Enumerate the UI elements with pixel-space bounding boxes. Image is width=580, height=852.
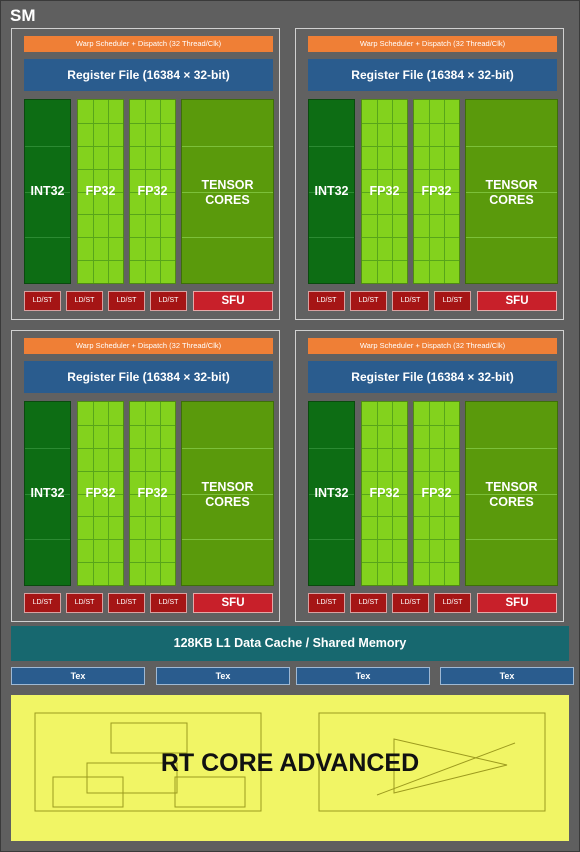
ldst-unit: LD/ST [350, 593, 387, 613]
int32-unit: INT32 [308, 401, 355, 586]
sfu-unit: SFU [477, 593, 557, 613]
int32-unit: INT32 [308, 99, 355, 284]
rt-core-graphics [34, 712, 546, 812]
ldst-unit: LD/ST [66, 593, 103, 613]
rt-core: RT CORE ADVANCED [11, 695, 569, 841]
processing-block-3: Warp Scheduler + Dispatch (32 Thread/Clk… [11, 330, 280, 622]
tensor-cores-unit: TENSOR CORES [465, 99, 558, 284]
fp32-label: FP32 [421, 184, 452, 198]
tensor-cores-unit: TENSOR CORES [181, 401, 274, 586]
tensor-cores-label: TENSOR CORES [485, 480, 538, 509]
ldst-unit: LD/ST [108, 291, 145, 311]
tensor-cores-unit: TENSOR CORES [465, 401, 558, 586]
tensor-cores-label: TENSOR CORES [485, 178, 538, 207]
ldst-unit: LD/ST [308, 593, 345, 613]
fp32-label: FP32 [421, 486, 452, 500]
fp32-label: FP32 [137, 486, 168, 500]
fp32-unit: FP32 [129, 401, 176, 586]
bvh-node-box [52, 776, 124, 808]
int32-label: INT32 [30, 486, 65, 500]
ldst-unit: LD/ST [308, 291, 345, 311]
warp-scheduler: Warp Scheduler + Dispatch (32 Thread/Clk… [308, 36, 557, 52]
tensor-cores-label: TENSOR CORES [201, 480, 254, 509]
bvh-box-outline [34, 712, 262, 812]
register-file: Register File (16384 × 32-bit) [308, 361, 557, 393]
ldst-unit: LD/ST [150, 291, 187, 311]
int32-label: INT32 [30, 184, 65, 198]
fp32-label: FP32 [137, 184, 168, 198]
triangle-box-outline [318, 712, 546, 812]
register-file: Register File (16384 × 32-bit) [24, 361, 273, 393]
warp-scheduler: Warp Scheduler + Dispatch (32 Thread/Clk… [24, 338, 273, 354]
ldst-unit: LD/ST [392, 291, 429, 311]
bvh-node-box [174, 776, 246, 808]
int32-unit: INT32 [24, 99, 71, 284]
processing-block-1: Warp Scheduler + Dispatch (32 Thread/Clk… [11, 28, 280, 320]
sfu-unit: SFU [477, 291, 557, 311]
int32-label: INT32 [314, 486, 349, 500]
ldst-unit: LD/ST [350, 291, 387, 311]
int32-unit: INT32 [24, 401, 71, 586]
int32-label: INT32 [314, 184, 349, 198]
register-file: Register File (16384 × 32-bit) [308, 59, 557, 91]
fp32-label: FP32 [85, 184, 116, 198]
fp32-unit: FP32 [413, 99, 460, 284]
tex-unit: Tex [296, 667, 430, 685]
fp32-unit: FP32 [361, 99, 408, 284]
sm-title: SM [10, 6, 36, 25]
fp32-unit: FP32 [361, 401, 408, 586]
warp-scheduler: Warp Scheduler + Dispatch (32 Thread/Clk… [24, 36, 273, 52]
l1-data-cache: 128KB L1 Data Cache / Shared Memory [11, 626, 569, 661]
ldst-unit: LD/ST [24, 291, 61, 311]
tensor-cores-label: TENSOR CORES [201, 178, 254, 207]
sfu-unit: SFU [193, 291, 273, 311]
bvh-node-box [110, 722, 188, 754]
ldst-unit: LD/ST [434, 291, 471, 311]
fp32-label: FP32 [369, 486, 400, 500]
tex-unit: Tex [11, 667, 145, 685]
fp32-unit: FP32 [77, 99, 124, 284]
fp32-unit: FP32 [413, 401, 460, 586]
bvh-node-box [86, 762, 178, 794]
fp32-label: FP32 [85, 486, 116, 500]
warp-scheduler: Warp Scheduler + Dispatch (32 Thread/Clk… [308, 338, 557, 354]
fp32-label: FP32 [369, 184, 400, 198]
processing-block-2: Warp Scheduler + Dispatch (32 Thread/Clk… [295, 28, 564, 320]
tensor-cores-unit: TENSOR CORES [181, 99, 274, 284]
processing-block-4: Warp Scheduler + Dispatch (32 Thread/Clk… [295, 330, 564, 622]
ldst-unit: LD/ST [24, 593, 61, 613]
ldst-unit: LD/ST [392, 593, 429, 613]
ldst-unit: LD/ST [108, 593, 145, 613]
rt-core-label: RT CORE ADVANCED [160, 749, 420, 777]
fp32-unit: FP32 [129, 99, 176, 284]
ldst-unit: LD/ST [66, 291, 103, 311]
ldst-unit: LD/ST [150, 593, 187, 613]
register-file: Register File (16384 × 32-bit) [24, 59, 273, 91]
sfu-unit: SFU [193, 593, 273, 613]
tex-unit: Tex [440, 667, 574, 685]
ray-line [376, 742, 516, 796]
triangle-shape [393, 738, 508, 794]
fp32-unit: FP32 [77, 401, 124, 586]
ldst-unit: LD/ST [434, 593, 471, 613]
tex-unit: Tex [156, 667, 290, 685]
